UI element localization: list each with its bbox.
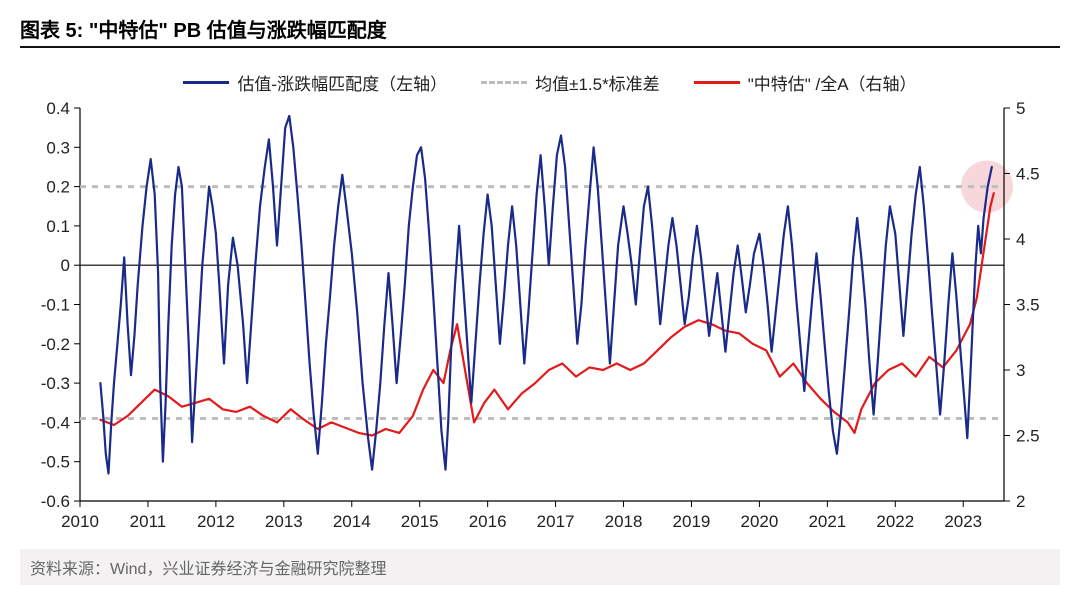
legend-swatch-right [694,81,740,84]
svg-text:4.5: 4.5 [1016,165,1040,184]
title-underline [20,46,1060,48]
legend-swatch-band [481,81,527,84]
svg-text:2016: 2016 [469,512,507,531]
svg-text:-0.2: -0.2 [41,335,70,354]
svg-text:-0.4: -0.4 [41,413,70,432]
svg-text:-0.3: -0.3 [41,374,70,393]
legend-label-left: 估值-涨跌幅匹配度（左轴） [237,70,447,95]
legend-item-band: 均值±1.5*标准差 [481,70,660,95]
svg-text:2010: 2010 [61,512,99,531]
svg-text:2018: 2018 [605,512,643,531]
svg-text:2: 2 [1016,492,1025,511]
svg-text:2013: 2013 [265,512,303,531]
legend: 估值-涨跌幅匹配度（左轴） 均值±1.5*标准差 "中特估" /全A（右轴） [80,68,1020,96]
svg-text:2022: 2022 [876,512,914,531]
chart-area: 2010 2011 2012 2013 2014 2015 2016 2017 2018 2019… [20,100,1060,537]
svg-text:0.3: 0.3 [46,138,70,157]
svg-text:2019: 2019 [673,512,711,531]
svg-text:3: 3 [1016,361,1025,380]
svg-text:2023: 2023 [944,512,982,531]
svg-text:2021: 2021 [808,512,846,531]
svg-text:0.4: 0.4 [46,100,70,118]
svg-text:0.2: 0.2 [46,178,70,197]
legend-swatch-left [183,81,229,84]
legend-label-right: "中特估" /全A（右轴） [748,70,917,95]
svg-text:-0.1: -0.1 [41,296,70,315]
svg-text:2017: 2017 [537,512,575,531]
source-row: 资料来源：Wind，兴业证券经济与金融研究院整理 [20,549,1060,585]
svg-text:2014: 2014 [333,512,371,531]
svg-text:2.5: 2.5 [1016,427,1040,446]
chart-svg: 2010 2011 2012 2013 2014 2015 2016 2017 2018 2019… [20,100,1060,537]
legend-item-right: "中特估" /全A（右轴） [694,70,917,95]
svg-text:2015: 2015 [401,512,439,531]
svg-text:3.5: 3.5 [1016,296,1040,315]
svg-text:2011: 2011 [130,512,167,531]
svg-text:2020: 2020 [740,512,778,531]
title-text: 图表 5: "中特估" PB 估值与涨跌幅匹配度 [20,20,387,42]
legend-item-left: 估值-涨跌幅匹配度（左轴） [183,70,447,95]
svg-text:0.1: 0.1 [46,217,70,236]
svg-text:-0.5: -0.5 [41,453,70,472]
source-text: 资料来源：Wind，兴业证券经济与金融研究院整理 [30,561,386,578]
svg-text:5: 5 [1016,100,1025,118]
legend-label-band: 均值±1.5*标准差 [535,70,660,95]
chart-title: 图表 5: "中特估" PB 估值与涨跌幅匹配度 [20,14,1060,43]
svg-text:0: 0 [61,256,70,275]
svg-text:2012: 2012 [197,512,235,531]
svg-text:-0.6: -0.6 [41,492,70,511]
svg-text:4: 4 [1016,230,1025,249]
